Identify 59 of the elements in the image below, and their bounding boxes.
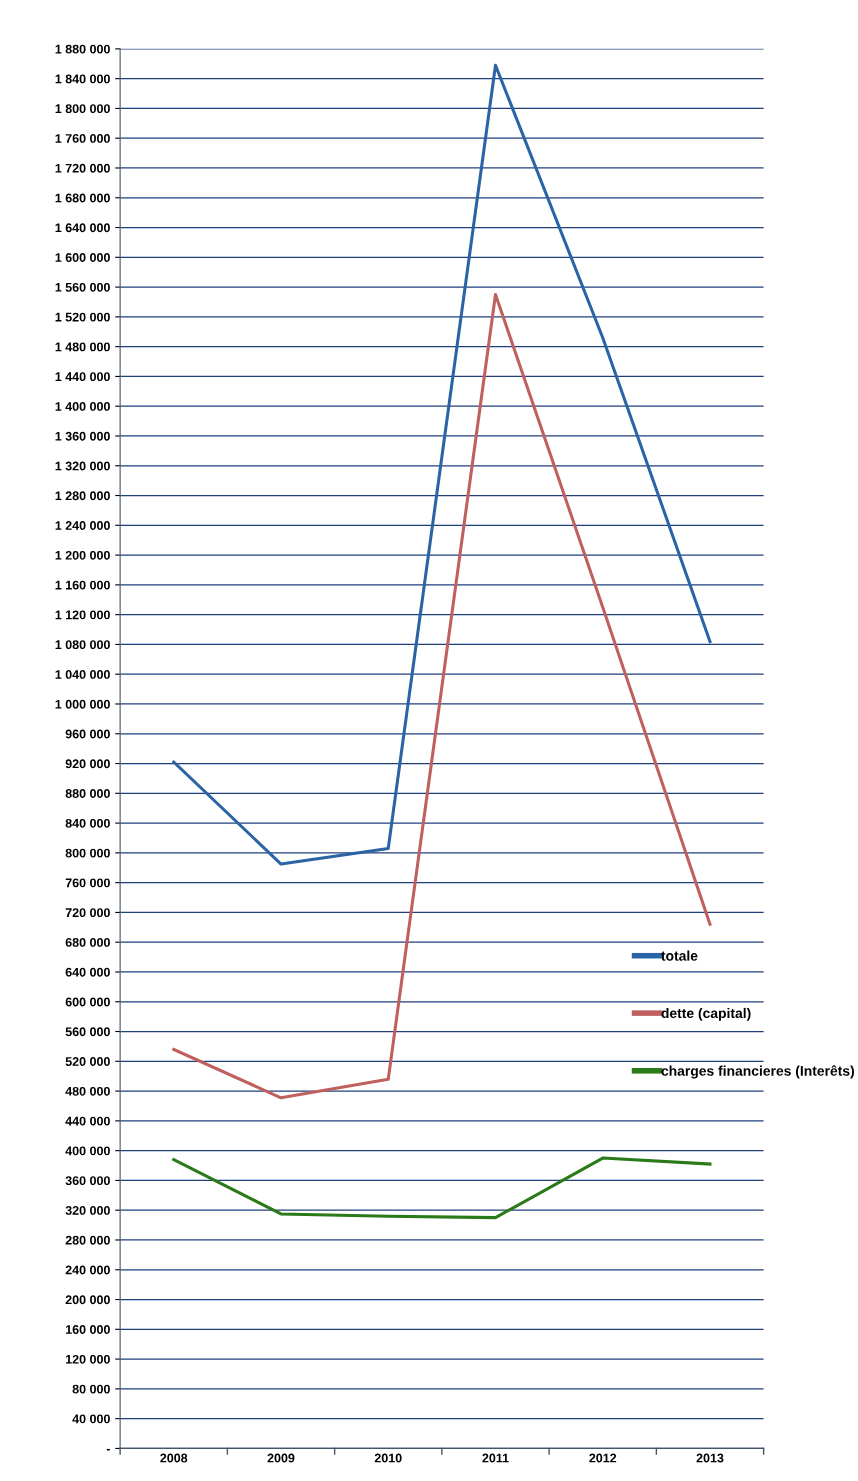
y-tick-label: - xyxy=(106,1448,110,1451)
y-tick-label: 320 000 xyxy=(65,1206,110,1215)
y-tick-label: 640 000 xyxy=(65,967,110,977)
y-tick-label: 880 000 xyxy=(65,789,110,798)
y-tick-label: 280 000 xyxy=(65,1235,110,1245)
y-tick-label: 920 000 xyxy=(65,759,110,769)
y-tick-label: 1 200 000 xyxy=(55,550,110,560)
y-tick-label: 1 800 000 xyxy=(55,104,110,114)
y-tick-label: 1 160 000 xyxy=(55,580,110,590)
y-tick-label: 40 000 xyxy=(72,1414,110,1424)
line-series xyxy=(172,63,712,866)
legend-label: dette (capital) xyxy=(661,1007,751,1021)
y-tick-label: 760 000 xyxy=(65,878,110,888)
y-tick-label: 1 760 000 xyxy=(55,134,110,143)
y-tick-label: 1 320 000 xyxy=(55,461,110,471)
y-tick-label: 200 000 xyxy=(65,1295,110,1305)
y-tick-label: 1 440 000 xyxy=(55,372,110,382)
y-tick-label: 1 840 000 xyxy=(55,74,110,84)
legend-label: totale xyxy=(661,950,698,961)
y-tick-label: 800 000 xyxy=(65,848,110,858)
legend-label: charges financieres (Interêts) xyxy=(661,1065,854,1079)
y-tick-label: 160 000 xyxy=(66,1325,110,1334)
y-tick-label: 240 000 xyxy=(65,1265,110,1275)
y-tick-label: 360 000 xyxy=(65,1176,110,1186)
x-tick-label: 2012 xyxy=(589,1453,617,1463)
y-tick-label: 600 000 xyxy=(65,997,110,1007)
y-tick-label: 520 000 xyxy=(65,1057,110,1066)
y-tick-label: 1 520 000 xyxy=(55,312,110,322)
y-tick-label: 1 400 000 xyxy=(55,402,110,411)
y-tick-label: 1 040 000 xyxy=(55,670,110,679)
y-tick-label: 1 880 000 xyxy=(55,44,110,54)
y-tick-label: 400 000 xyxy=(65,1146,110,1156)
y-tick-label: 1 720 000 xyxy=(55,163,110,173)
y-tick-label: 1 680 000 xyxy=(55,193,110,203)
y-tick-label: 1 240 000 xyxy=(55,521,110,530)
y-tick-label: 80 000 xyxy=(72,1384,110,1394)
x-tick-label: 2011 xyxy=(482,1453,509,1463)
y-tick-label: 1 360 000 xyxy=(55,431,110,441)
y-tick-label: 1 640 000 xyxy=(55,223,110,233)
x-tick-label: 2008 xyxy=(160,1453,188,1463)
y-tick-label: 840 000 xyxy=(65,818,110,828)
y-tick-label: 120 000 xyxy=(66,1354,110,1364)
y-tick-label: 720 000 xyxy=(65,908,110,918)
y-tick-label: 1 480 000 xyxy=(55,342,110,352)
x-tick-label: 2013 xyxy=(696,1453,724,1463)
x-tick-label: 2009 xyxy=(267,1453,295,1463)
y-tick-label: 1 280 000 xyxy=(55,491,110,501)
y-tick-label: 1 080 000 xyxy=(55,640,110,650)
line-series xyxy=(172,1156,712,1220)
y-tick-label: 1 000 000 xyxy=(55,699,110,709)
x-tick-label: 2010 xyxy=(374,1453,402,1463)
y-tick-label: 440 000 xyxy=(65,1116,110,1126)
y-tick-label: 1 560 000 xyxy=(55,282,110,292)
y-tick-label: 1 120 000 xyxy=(55,610,110,620)
y-tick-label: 960 000 xyxy=(65,729,110,739)
y-tick-label: 560 000 xyxy=(65,1027,110,1037)
y-tick-label: 680 000 xyxy=(65,938,110,947)
y-tick-label: 1 600 000 xyxy=(55,253,110,262)
y-tick-label: 480 000 xyxy=(65,1086,110,1096)
